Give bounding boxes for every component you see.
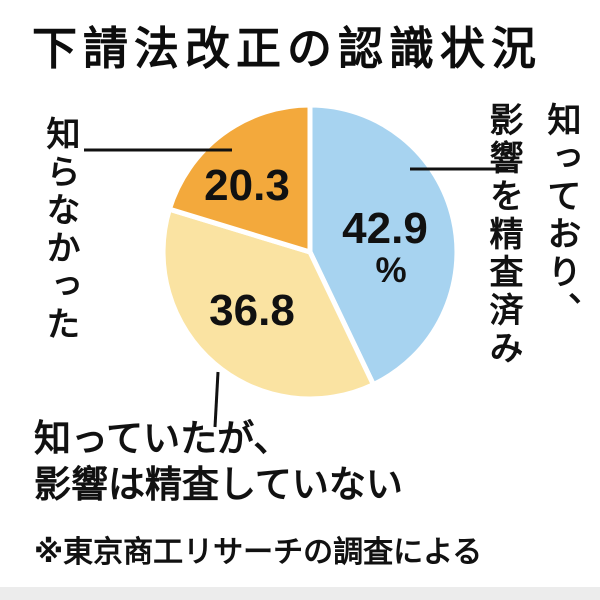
pie-value-orange: 20.3 — [204, 161, 290, 210]
leader-line-bottom — [213, 371, 220, 428]
pie-value-cream: 36.8 — [209, 286, 295, 335]
label-knew-not-scrutinized: 知っていたが、 影響は精査していない — [34, 416, 403, 508]
pie-slice-2 — [166, 102, 313, 255]
chart-title: 下請法改正の認識状況 — [32, 23, 543, 74]
pie-slice-0 — [307, 102, 460, 388]
pie-percent-sign: % — [375, 251, 407, 290]
pie-slice-1 — [160, 206, 376, 402]
bottom-margin-strip — [0, 587, 600, 600]
label-knew-line1: 知っていたが、 — [34, 418, 291, 459]
label-know-col2: 影響を精査済み — [484, 102, 522, 368]
label-know-col1: 知っており、 — [542, 102, 580, 330]
label-did-not-know: 知らなかった — [41, 116, 79, 344]
source-note: ※東京商工リサーチの調査による — [34, 536, 483, 569]
pie-value-blue: 42.9 — [342, 204, 428, 253]
label-knew-line2: 影響は精査していない — [34, 464, 403, 505]
label-know-and-scrutinized: 知っており、 影響を精査済み — [470, 102, 586, 447]
pie-slices — [160, 102, 460, 402]
